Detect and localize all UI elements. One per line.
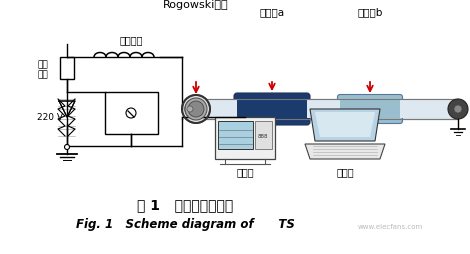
Circle shape (187, 107, 193, 113)
Text: 缺陷点b: 缺陷点b (357, 7, 383, 17)
Polygon shape (310, 109, 380, 141)
Bar (400, 101, 458, 119)
Text: www.elecfans.com: www.elecfans.com (357, 223, 423, 229)
FancyBboxPatch shape (337, 95, 402, 124)
Text: 图 1   振荡波系统设计: 图 1 振荡波系统设计 (137, 197, 233, 211)
Circle shape (64, 145, 70, 150)
Bar (60, 58, 74, 80)
Bar (195, 101, 237, 119)
Text: Fig. 1   Scheme diagram of      TS: Fig. 1 Scheme diagram of TS (76, 218, 294, 231)
FancyBboxPatch shape (234, 94, 310, 125)
Text: 示波器: 示波器 (236, 166, 254, 176)
Text: 高压
开关: 高压 开关 (125, 104, 136, 123)
Bar (307, 101, 340, 119)
Text: 限流
电阻: 限流 电阻 (37, 60, 48, 80)
Bar (218, 121, 253, 149)
Text: Rogowski线圈: Rogowski线圈 (163, 0, 229, 10)
Text: 缺陷点a: 缺陷点a (259, 7, 284, 17)
Circle shape (185, 100, 205, 120)
FancyBboxPatch shape (215, 118, 275, 159)
Circle shape (448, 100, 468, 120)
Text: 220 V: 220 V (37, 113, 63, 122)
Circle shape (126, 108, 136, 119)
Bar (195, 100, 458, 120)
Text: 谐振电感: 谐振电感 (119, 35, 143, 45)
Circle shape (189, 104, 201, 115)
Circle shape (182, 96, 210, 123)
Bar (105, 93, 158, 134)
Polygon shape (315, 113, 375, 137)
Circle shape (454, 106, 462, 114)
Circle shape (185, 99, 207, 121)
Polygon shape (305, 145, 385, 159)
Bar (255, 121, 272, 149)
Text: 上位机: 上位机 (336, 166, 354, 176)
Text: 888: 888 (258, 133, 268, 138)
Circle shape (188, 102, 204, 118)
